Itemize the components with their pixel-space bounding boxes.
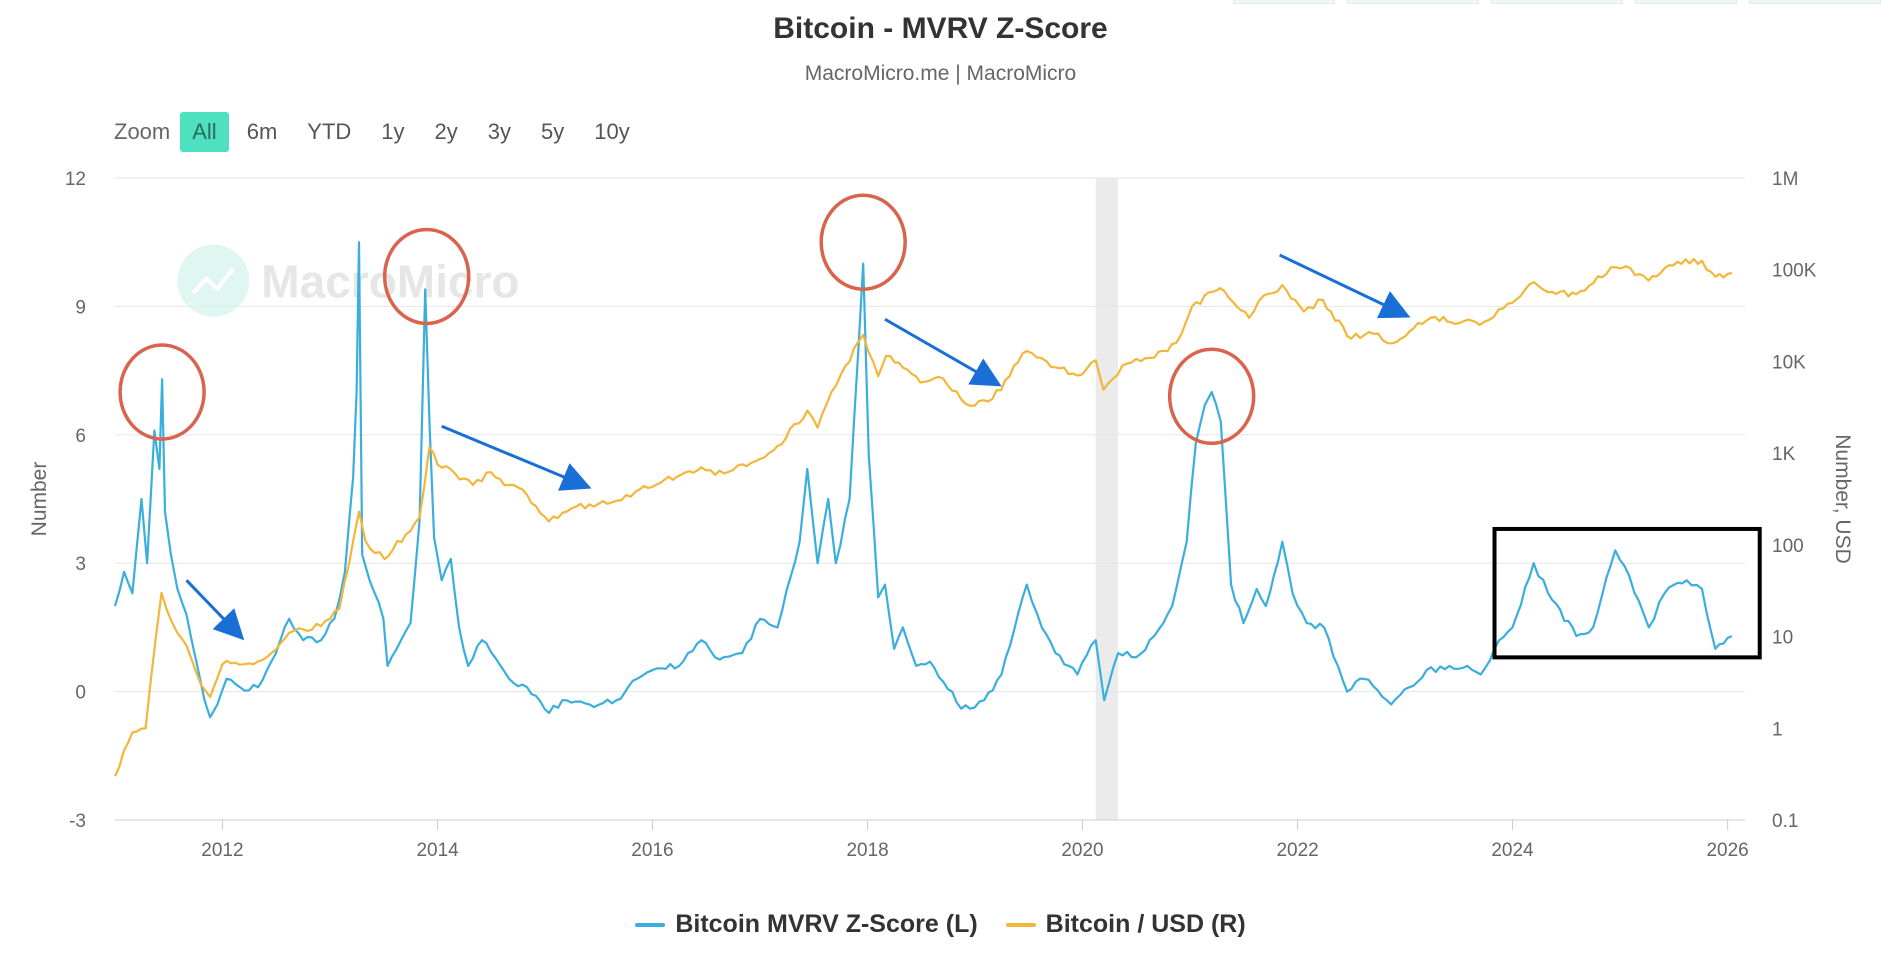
annotation-circle bbox=[118, 343, 206, 441]
annotation-arrow bbox=[185, 579, 245, 641]
annotation-circle bbox=[382, 227, 471, 326]
y-left-tick-label: -3 bbox=[69, 811, 86, 832]
x-tick-label: 2024 bbox=[1491, 840, 1534, 861]
legend-label-btc-usd: Bitcoin / USD (R) bbox=[1045, 910, 1246, 938]
annotation-circle bbox=[819, 193, 907, 291]
x-tick-label: 2026 bbox=[1706, 840, 1748, 861]
zoom-3y-button[interactable]: 3y bbox=[487, 119, 512, 144]
y-right-tick-label: 10K bbox=[1772, 352, 1806, 373]
zoom-5y-button[interactable]: 5y bbox=[541, 119, 565, 144]
y-right-tick-label: 1 bbox=[1772, 719, 1783, 740]
legend-label-mvrv: Bitcoin MVRV Z-Score (L) bbox=[675, 910, 978, 938]
x-tick-label: 2018 bbox=[846, 840, 888, 861]
y-left-axis-title: Number bbox=[28, 462, 51, 537]
y-left-tick-label: 9 bbox=[75, 297, 86, 318]
x-tick-label: 2016 bbox=[631, 840, 673, 861]
x-tick-label: 2022 bbox=[1276, 840, 1318, 861]
y-right-tick-label: 100 bbox=[1772, 536, 1804, 557]
zoom-bar: Zoom All 6m YTD 1y 2y 3y 5y 10y bbox=[114, 112, 648, 152]
zoom-2y-button[interactable]: 2y bbox=[434, 119, 458, 144]
annotation-arrow bbox=[884, 317, 1002, 387]
annotation-arrow bbox=[1279, 253, 1411, 319]
chart-legend: Bitcoin MVRV Z-Score (L) Bitcoin / USD (… bbox=[0, 910, 1881, 939]
shaded-period bbox=[1095, 178, 1119, 820]
x-tick-label: 2014 bbox=[416, 840, 459, 861]
y-left-tick-label: 0 bbox=[75, 683, 86, 704]
y-right-tick-label: 100K bbox=[1772, 261, 1817, 282]
legend-item-mvrv[interactable]: Bitcoin MVRV Z-Score (L) bbox=[635, 910, 978, 939]
y-left-tick-label: 3 bbox=[75, 554, 86, 575]
zoom-6m-button[interactable]: 6m bbox=[246, 119, 278, 144]
chart-title: Bitcoin - MVRV Z-Score bbox=[773, 12, 1108, 45]
legend-item-btc-usd[interactable]: Bitcoin / USD (R) bbox=[1005, 910, 1246, 939]
y-right-tick-label: 0.1 bbox=[1772, 811, 1798, 832]
legend-swatch-btc-usd bbox=[1005, 922, 1036, 927]
annotation-arrow bbox=[441, 424, 592, 491]
watermark-logo-icon bbox=[177, 244, 250, 317]
zoom-10y-button[interactable]: 10y bbox=[594, 119, 630, 144]
top-tab-strip bbox=[1221, 0, 1881, 4]
series-line-btc-usd bbox=[114, 257, 1733, 777]
annotation-circle bbox=[1167, 347, 1256, 446]
chart-subtitle: MacroMicro.me | MacroMicro bbox=[804, 62, 1077, 85]
zoom-ytd-button[interactable]: YTD bbox=[307, 119, 352, 144]
zoom-label: Zoom bbox=[114, 119, 171, 144]
y-left-tick-label: 12 bbox=[65, 169, 86, 190]
y-right-tick-label: 1K bbox=[1772, 444, 1796, 465]
y-right-tick-label: 1M bbox=[1772, 169, 1798, 190]
watermark-logo-mark bbox=[191, 267, 235, 295]
zoom-1y-button[interactable]: 1y bbox=[381, 119, 405, 144]
y-right-axis-title: Number, USD bbox=[1831, 434, 1854, 564]
annotation-rectangle bbox=[1492, 526, 1762, 660]
zoom-all-button[interactable]: All bbox=[180, 112, 229, 152]
y-left-tick-label: 6 bbox=[75, 426, 86, 447]
y-right-tick-label: 10 bbox=[1772, 628, 1793, 649]
series-line-mvrv bbox=[113, 241, 1733, 719]
legend-swatch-mvrv bbox=[635, 922, 666, 927]
x-tick-label: 2012 bbox=[201, 840, 243, 861]
x-tick-label: 2020 bbox=[1061, 840, 1103, 861]
